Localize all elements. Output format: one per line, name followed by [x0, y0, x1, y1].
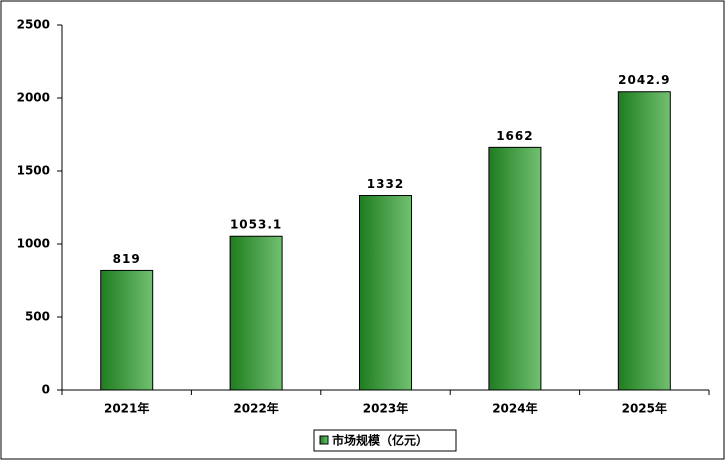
x-tick-label: 2024年 — [492, 401, 537, 416]
bar — [488, 146, 542, 391]
legend-box — [313, 429, 457, 452]
y-tick-label: 2000 — [17, 91, 50, 105]
y-tick-label: 0 — [42, 383, 50, 397]
data-label: 1053.1 — [230, 218, 282, 232]
legend-swatch — [319, 435, 329, 445]
data-label: 1662 — [496, 129, 533, 143]
legend-label: 市场规模（亿元） — [332, 433, 428, 448]
x-tick-label: 2025年 — [622, 401, 667, 416]
data-label: 819 — [113, 252, 141, 266]
y-tick-label: 1500 — [17, 164, 50, 178]
y-tick-label: 1000 — [17, 237, 50, 251]
data-label: 2042.9 — [618, 73, 670, 87]
x-tick-label: 2021年 — [104, 401, 149, 416]
x-tick-label: 2022年 — [233, 401, 278, 416]
bar — [617, 91, 671, 391]
y-tick-label: 500 — [25, 310, 50, 324]
bar — [100, 269, 154, 391]
x-tick-label: 2023年 — [363, 401, 408, 416]
y-tick-label: 2500 — [17, 18, 50, 32]
bar — [229, 235, 283, 391]
bar — [359, 195, 412, 391]
data-label: 1332 — [367, 177, 404, 191]
